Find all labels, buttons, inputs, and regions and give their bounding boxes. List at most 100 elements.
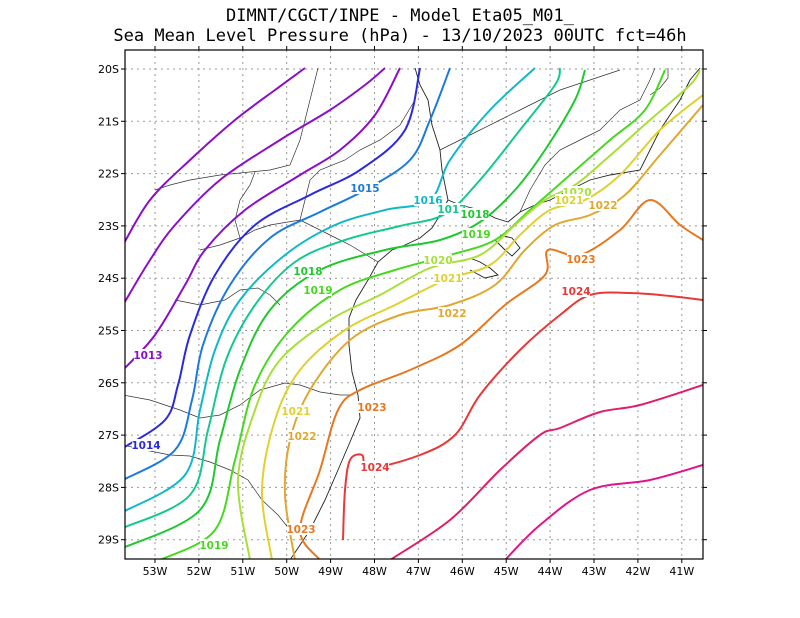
isobar-1013 [125,67,386,304]
lat-label: 23S [98,220,119,233]
isobar-label: 1023 [357,402,386,414]
isobar-1024 [342,291,703,541]
lat-label: 26S [98,377,119,390]
state-border [519,67,656,213]
state-border [234,171,256,239]
isobar-label: 1022 [588,200,617,212]
isobar-label: 1023 [566,254,595,266]
isobar-label-bg [434,272,462,284]
state-border [199,219,379,263]
isobar-label-bg [132,439,160,451]
state-border [154,67,319,191]
isobar-label-bg [282,405,310,417]
isobar-label: 1019 [303,285,332,297]
isobar-1014 [125,67,421,448]
isobar-label: 1024 [561,286,590,298]
isobar-1016 [125,67,536,513]
isobar-1025 [389,384,703,559]
isobar-label-bg [461,208,489,220]
lon-label: 53W [143,565,168,578]
isobar-label-bg [287,523,315,535]
isobar-label-bg [589,199,617,211]
isobar-label-bg [134,349,162,361]
state-border [299,99,416,221]
lon-label: 51W [230,565,255,578]
isobar-1017 [125,67,561,529]
lat-label: 29S [98,534,119,547]
isobar-label-bg [200,539,228,551]
isobar-label-bg [424,254,452,266]
lon-label: 49W [318,565,343,578]
isobar-label-bg [567,253,595,265]
isobar-label: 1013 [133,350,162,362]
lon-label: 41W [669,565,694,578]
isobar-label: 1020 [423,255,452,267]
isobar-label: 1022 [437,308,466,320]
state-border [125,382,352,419]
lon-label: 46W [450,565,475,578]
chart-title-line2: Sea Mean Level Pressure (hPa) - 13/10/20… [113,26,687,46]
geography-lines [125,67,701,559]
lat-label: 21S [98,115,119,128]
isobar-1019 [159,69,666,559]
lat-label: 25S [98,325,119,338]
isobar-label-bg [562,285,590,297]
latitude-labels: 20S 21S 22S 23S 24S 25S 26S 27S 28S 29S [98,63,119,547]
isobar-label-bg [351,182,379,194]
lon-label: 44W [538,565,563,578]
isobar-1026 [504,464,703,559]
lat-label: 27S [98,429,119,442]
isobar-1023 [299,199,703,559]
coastline [494,234,521,257]
isobar-label: 1015 [350,183,379,195]
chart-title-line1: DIMNT/CGCT/INPE - Model Eta05_M01_ [226,6,574,26]
isobar-label-bg [414,194,442,206]
lon-label: 47W [406,565,431,578]
lon-label: 43W [582,565,607,578]
isobar-label: 1017 [437,204,466,216]
isobar-1018 [125,69,586,549]
isobar-label: 1023 [286,524,315,536]
isobar-label-bg [288,430,316,442]
longitude-labels: 53W 52W 51W 50W 49W 48W 47W 46W 45W 44W 43W 42W 41W [143,565,695,578]
isobar-label: 1021 [554,195,583,207]
isobar-label-bg [462,228,490,240]
isobar-label-bg [294,265,322,277]
isobar-label: 1022 [287,431,316,443]
isobar-1013 [125,67,306,244]
isobar-label: 1018 [460,209,489,221]
lon-label: 50W [274,565,299,578]
isobar-label: 1024 [360,462,389,474]
lat-label: 28S [98,481,119,494]
isobar-label: 1014 [131,440,160,452]
lon-label: 52W [186,565,211,578]
isobar-label-bg [438,307,466,319]
lat-label: 22S [98,168,119,181]
isobar-1020 [236,69,701,559]
isobar-label: 1018 [293,266,322,278]
isobar-labels: 1013101410151016101710181018101910191019… [131,182,618,552]
isobar-1021 [260,94,703,559]
isobar-label-bg [358,401,386,413]
isobar-label-bg [361,461,389,473]
isobar-label: 1021 [281,406,310,418]
map-frame [124,49,704,560]
isobar-label: 1019 [461,229,490,241]
lon-label: 45W [494,565,519,578]
state-border [125,445,291,531]
isobar-label: 1016 [413,195,442,207]
isobar-label-bg [438,203,466,215]
coastline [469,257,499,279]
lon-label: 48W [362,565,387,578]
axis-ticks [121,46,707,563]
lon-label: 42W [625,565,650,578]
lat-label: 24S [98,272,119,285]
isobar-label-bg [304,284,332,296]
isobar-label: 1021 [433,273,462,285]
isobar-label-bg [555,194,583,206]
isobar-label: 1019 [199,540,228,552]
lat-label: 20S [98,63,119,76]
isobars [125,67,703,559]
isobar-1013 [125,67,401,370]
